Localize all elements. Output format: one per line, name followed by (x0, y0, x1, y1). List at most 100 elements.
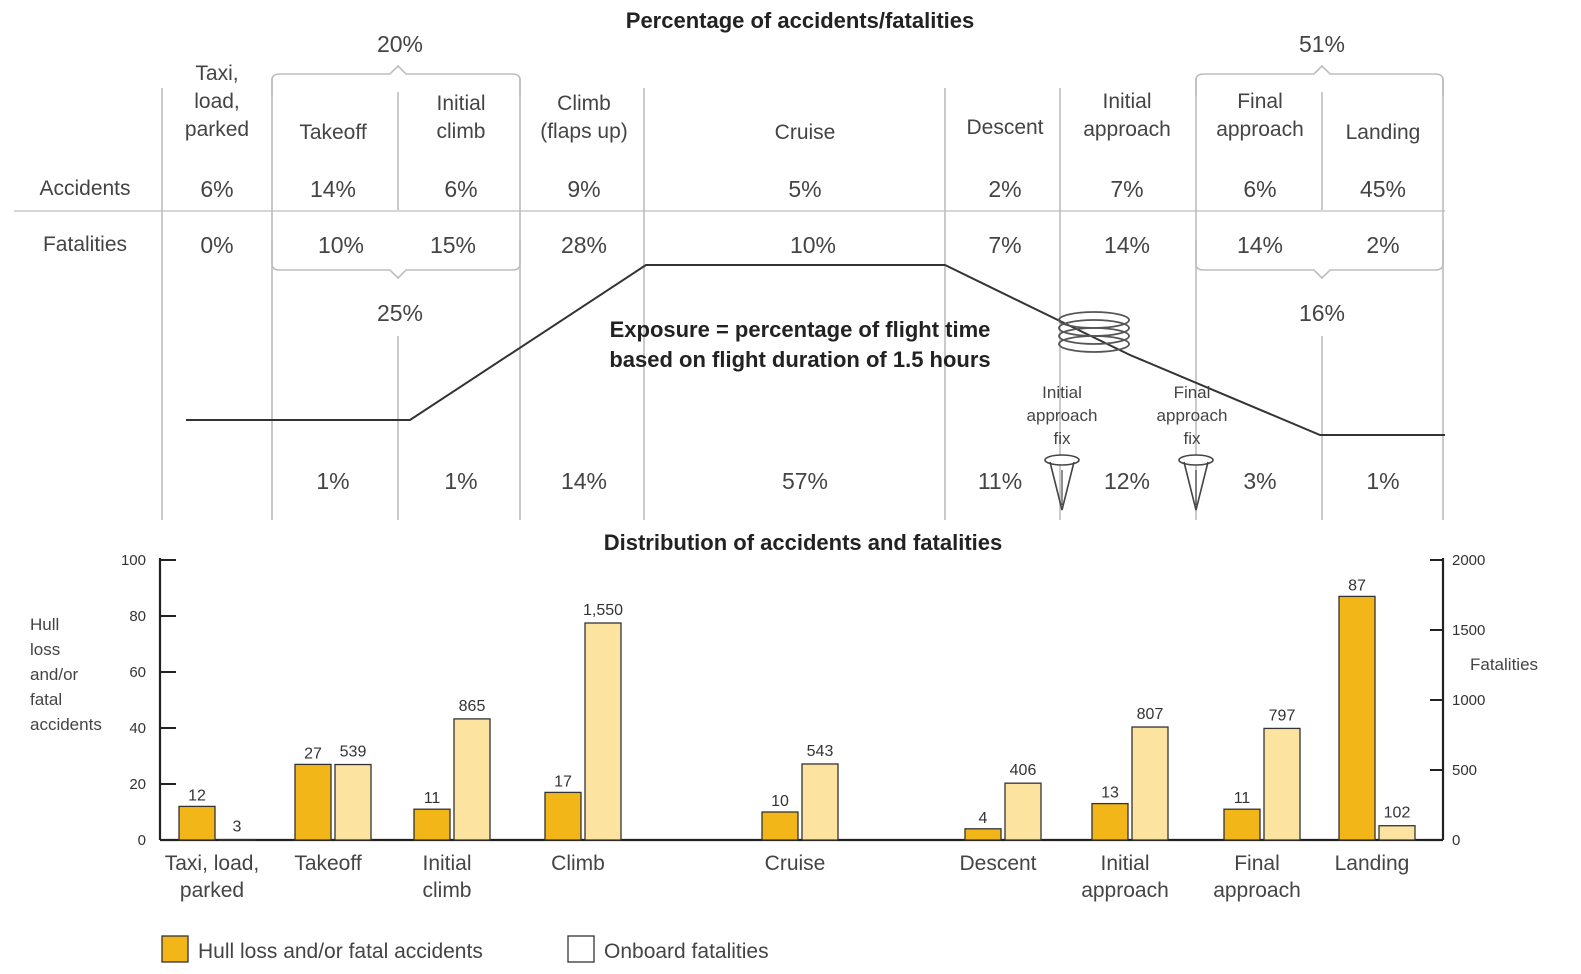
left-y-tick-label: 100 (121, 552, 146, 569)
fatality-bar-label: 797 (1269, 707, 1296, 724)
accident-bar-label: 10 (771, 793, 789, 810)
group-left-accidents: 20% (377, 31, 423, 57)
fix-marker-icon (1183, 461, 1209, 511)
fatality-pct-7: 14% (1237, 232, 1283, 258)
phase-label-0-line: load, (194, 90, 240, 113)
accident-bar-label: 27 (304, 745, 322, 762)
right-y-tick-label: 500 (1452, 762, 1477, 779)
left-axis-title-line: accidents (30, 715, 102, 734)
category-label-line: approach (1081, 879, 1169, 902)
initial-approach-fix-label-line: fix (1054, 429, 1072, 448)
left-y-tick-label: 80 (129, 608, 146, 625)
accident-bar (1091, 802, 1129, 841)
accident-bar (544, 791, 582, 841)
phase-label-8-line: Landing (1346, 121, 1421, 144)
category-label-line: climb (422, 879, 471, 902)
accident-bar-label: 13 (1101, 785, 1119, 802)
exposure-pct-1: 1% (316, 468, 349, 494)
phase-label-5-line: Descent (966, 116, 1043, 139)
group-bracket (1195, 64, 1444, 96)
exposure-pct-3: 14% (561, 468, 607, 494)
category-label-line: Descent (959, 852, 1036, 875)
legend-swatch-fatalities (567, 935, 595, 963)
fix-marker-icon (1178, 454, 1214, 466)
category-label-line: Landing (1335, 852, 1410, 875)
legend-swatch-accidents (161, 935, 189, 963)
fatality-bar (1004, 782, 1042, 841)
phase-label-6-line: Initial (1102, 90, 1151, 113)
accident-pct-3: 9% (567, 176, 600, 202)
row-label-accidents: Accidents (39, 177, 130, 200)
accident-pct-4: 5% (788, 176, 821, 202)
accident-bar-label: 12 (188, 787, 206, 804)
initial-approach-fix-label-line: Initial (1042, 383, 1082, 402)
holding-pattern-loop (1058, 335, 1130, 353)
fatality-bar-label: 865 (459, 698, 486, 715)
phase-label-2-line: Initial (436, 92, 485, 115)
category-label-line: Initial (1100, 852, 1149, 875)
phase-label-7-line: Final (1237, 90, 1283, 113)
accident-bar (964, 828, 1002, 841)
fix-marker-icon (1044, 454, 1080, 466)
left-axis-title-line: Hull (30, 615, 59, 634)
phase-label-4-line: Cruise (775, 121, 836, 144)
exposure-pct-6: 12% (1104, 468, 1150, 494)
fatality-pct-8: 2% (1366, 232, 1399, 258)
accident-bar-label: 11 (424, 790, 441, 807)
fatality-bar (334, 763, 372, 841)
group-bracket (271, 64, 521, 96)
group-right-fatalities: 16% (1299, 300, 1345, 326)
phase-label-1-line: Takeoff (299, 121, 366, 144)
category-label-line: Cruise (765, 852, 826, 875)
accident-bar (413, 808, 451, 841)
category-label-line: Taxi, load, (165, 852, 260, 875)
exposure-pct-8: 1% (1366, 468, 1399, 494)
left-y-tick-label: 40 (129, 720, 146, 737)
accident-bar (294, 763, 332, 841)
accident-pct-6: 7% (1110, 176, 1143, 202)
accident-bar-label: 87 (1348, 577, 1366, 594)
exposure-pct-4: 57% (782, 468, 828, 494)
phase-label-7-line: approach (1216, 118, 1304, 141)
exposure-pct-2: 1% (444, 468, 477, 494)
group-bracket (271, 240, 521, 280)
legend-label-fatalities: Onboard fatalities (604, 940, 769, 963)
fatality-bar (1263, 727, 1301, 841)
accident-bar-label: 4 (979, 810, 988, 827)
left-axis-title-line: and/or (30, 665, 79, 684)
group-bracket (1195, 240, 1444, 280)
right-y-tick-label: 1000 (1452, 692, 1485, 709)
group-right-accidents: 51% (1299, 31, 1345, 57)
left-y-tick-label: 0 (138, 832, 146, 849)
fatality-bar (453, 718, 491, 841)
left-axis-title-line: loss (30, 640, 60, 659)
exposure-caption-line-1: Exposure = percentage of flight time (610, 317, 991, 342)
accident-bar (1223, 808, 1261, 841)
accident-pct-7: 6% (1243, 176, 1276, 202)
right-axis-title: Fatalities (1470, 655, 1538, 674)
right-y-tick-label: 0 (1452, 832, 1460, 849)
phase-label-3-line: Climb (557, 92, 611, 115)
category-label-line: Takeoff (294, 852, 361, 875)
accident-pct-8: 45% (1360, 176, 1406, 202)
phase-label-6-line: approach (1083, 118, 1171, 141)
final-approach-fix-label-line: approach (1157, 406, 1228, 425)
fatality-bar-label: 406 (1010, 762, 1037, 779)
category-label-line: approach (1213, 879, 1301, 902)
group-left-fatalities: 25% (377, 300, 423, 326)
right-y-tick-label: 2000 (1452, 552, 1485, 569)
accident-pct-5: 2% (988, 176, 1021, 202)
chart-title: Distribution of accidents and fatalities (604, 530, 1003, 555)
fatality-bar (1378, 825, 1416, 841)
legend-label-accidents: Hull loss and/or fatal accidents (198, 940, 483, 963)
fatality-pct-5: 7% (988, 232, 1021, 258)
fatality-bar-label: 102 (1384, 805, 1411, 822)
left-axis-title-line: fatal (30, 690, 62, 709)
exposure-caption-line-2: based on flight duration of 1.5 hours (609, 347, 990, 372)
fatality-bar-label: 543 (807, 743, 834, 760)
accident-pct-1: 14% (310, 176, 356, 202)
phase-label-3-line: (flaps up) (540, 120, 628, 143)
fatality-pct-2: 15% (430, 232, 476, 258)
exposure-pct-7: 3% (1243, 468, 1276, 494)
